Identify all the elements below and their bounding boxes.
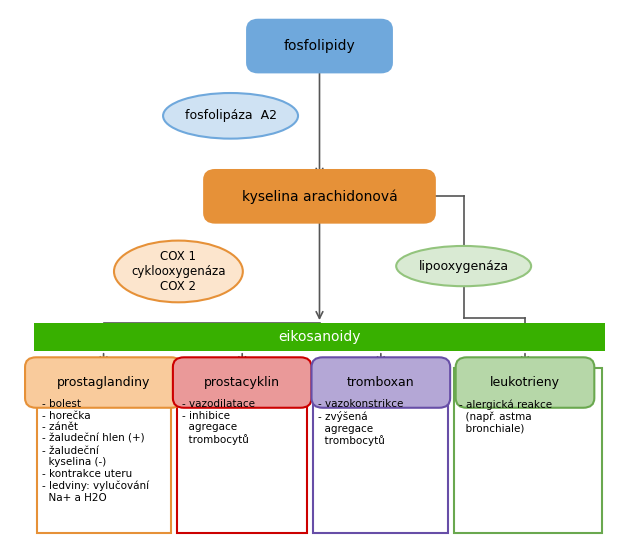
Bar	[454, 368, 602, 533]
Text: leukotrieny: leukotrieny	[490, 376, 560, 389]
Text: kyselina arachidonová: kyselina arachidonová	[242, 189, 397, 203]
Bar	[35, 323, 604, 351]
Text: COX 1
cyklooxygenáza
COX 2: COX 1 cyklooxygenáza COX 2	[131, 250, 226, 293]
Text: - vazokonstrikce
- zvýšená
  agregace
  trombocytů: - vazokonstrikce - zvýšená agregace trom…	[318, 399, 404, 446]
FancyBboxPatch shape	[247, 20, 392, 72]
Bar	[313, 368, 449, 533]
FancyBboxPatch shape	[173, 357, 312, 408]
Text: prostaglandiny: prostaglandiny	[57, 376, 150, 389]
FancyBboxPatch shape	[312, 357, 450, 408]
Text: - alergická reakce
  (např. astma
  bronchiale): - alergická reakce (např. astma bronchia…	[459, 399, 553, 433]
FancyBboxPatch shape	[204, 170, 435, 222]
Bar	[177, 368, 307, 533]
Ellipse shape	[114, 240, 243, 302]
Text: lipooxygenáza: lipooxygenáza	[419, 259, 509, 273]
FancyBboxPatch shape	[456, 357, 594, 408]
Ellipse shape	[396, 246, 531, 286]
Text: - vazodilatace
- inhibice
  agregace
  trombocytů: - vazodilatace - inhibice agregace tromb…	[182, 399, 255, 445]
Text: eikosanoidy: eikosanoidy	[278, 330, 361, 344]
Bar	[37, 368, 171, 533]
Text: tromboxan: tromboxan	[347, 376, 415, 389]
Text: prostacyklin: prostacyklin	[204, 376, 281, 389]
Text: fosfolipáza  A2: fosfolipáza A2	[185, 110, 277, 122]
Ellipse shape	[163, 93, 298, 139]
FancyBboxPatch shape	[25, 357, 182, 408]
Text: fosfolipidy: fosfolipidy	[284, 39, 355, 53]
Text: - bolest
- horečka
- zánět
- žaludeční hlen (+)
- žaludeční
  kyselina (-)
- kon: - bolest - horečka - zánět - žaludeční h…	[42, 399, 150, 503]
